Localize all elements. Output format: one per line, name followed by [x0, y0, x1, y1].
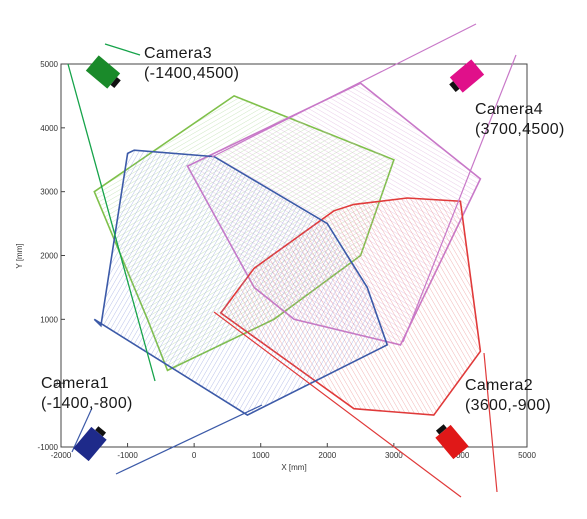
camera4-sight-line-lower [402, 54, 517, 343]
camera2-name: Camera2 [465, 377, 533, 394]
y-tick-label: -1000 [38, 443, 59, 452]
camera3-sight-line-left [67, 63, 156, 382]
x-tick-label: 3000 [385, 451, 403, 460]
x-tick-label: 1000 [252, 451, 270, 460]
x-tick-label: 0 [192, 451, 197, 460]
y-axis-label: Y [mm] [15, 243, 24, 268]
camera1-name: Camera1 [41, 375, 109, 392]
camera4-coords: (3700,4500) [475, 121, 565, 138]
camera2-sight-line-left [213, 311, 462, 498]
camera2-icon [435, 424, 469, 460]
camera4-icon [449, 59, 485, 93]
camera1-sight-line [115, 404, 263, 475]
camera3-label: Camera3 (-1400,4500) [144, 44, 239, 84]
x-axis-ticks: -2000 -1000 0 1000 2000 3000 4000 5000 [51, 443, 536, 460]
camera1-coverage-area [93, 149, 389, 417]
y-tick-label: 4000 [40, 124, 58, 133]
x-tick-label: 5000 [518, 451, 536, 460]
y-tick-label: 5000 [40, 60, 58, 69]
camera3-coords: (-1400,4500) [144, 65, 240, 82]
y-tick-label: 3000 [40, 188, 58, 197]
camera4-sight-line-upper [211, 23, 477, 158]
y-tick-label: 0 [54, 379, 59, 388]
camera1-label: Camera1 (-1400,-800) [41, 374, 133, 414]
camera4-name: Camera4 [475, 101, 543, 118]
x-tick-label: 4000 [452, 451, 470, 460]
y-tick-label: 1000 [40, 315, 58, 324]
camera2-coords: (3600,-900) [465, 397, 552, 414]
camera1-icon [73, 426, 107, 462]
camera2-label: Camera2 (3600,-900) [465, 376, 551, 416]
coverage-regions [93, 82, 482, 417]
x-axis-label: X [mm] [281, 463, 306, 472]
camera4-label: Camera4 (3700,4500) [475, 100, 565, 140]
camera3-name: Camera3 [144, 45, 212, 62]
camera3-label-leader [104, 43, 141, 56]
y-tick-label: 2000 [40, 252, 58, 261]
camera1-sight-line-left [71, 407, 93, 453]
x-tick-label: 2000 [318, 451, 336, 460]
camera3-icon [85, 55, 121, 89]
camera1-coords: (-1400,-800) [41, 395, 133, 412]
x-tick-label: -2000 [51, 451, 72, 460]
camera2-sight-line-right [483, 352, 498, 493]
sight-lines [67, 23, 517, 498]
y-axis-ticks: -1000 0 1000 2000 3000 4000 5000 [38, 60, 65, 452]
x-tick-label: -1000 [117, 451, 138, 460]
